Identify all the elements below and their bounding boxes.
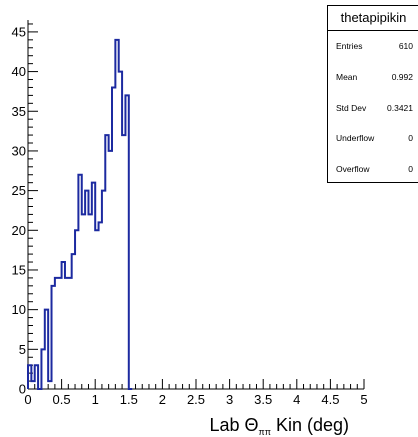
x-axis-title: Lab Θππ Kin (deg) bbox=[209, 415, 349, 437]
y-tick-label: 30 bbox=[12, 143, 26, 158]
stats-row-std-dev: Std Dev 0.3421 bbox=[328, 93, 418, 124]
x-tick-label: 3 bbox=[226, 392, 233, 407]
stats-label: Std Dev bbox=[336, 102, 367, 113]
y-tick-label: 25 bbox=[12, 183, 26, 198]
y-tick-label: 5 bbox=[19, 342, 26, 357]
x-tick-label: 0.5 bbox=[53, 392, 71, 407]
stats-label: Mean bbox=[336, 71, 358, 82]
x-tick-label: 2 bbox=[159, 392, 166, 407]
stats-title: thetapipikin bbox=[328, 6, 418, 31]
tick-labels: 0 0.5 1 1.5 2 2.5 3 3.5 4 4.5 5 0 5 10 15 20 25 30 35 40 45 bbox=[12, 24, 368, 407]
y-tick-label: 35 bbox=[12, 104, 26, 119]
x-tick-label: 1.5 bbox=[120, 392, 138, 407]
x-tick-label: 2.5 bbox=[187, 392, 205, 407]
stats-label: Overflow bbox=[336, 164, 370, 175]
axis-ticks bbox=[27, 23, 365, 390]
stats-row-mean: Mean 0.992 bbox=[328, 62, 418, 93]
stats-box: thetapipikin Entries 610 Mean 0.992 Std … bbox=[327, 5, 418, 183]
y-tick-label: 10 bbox=[12, 302, 26, 317]
x-tick-label: 5 bbox=[360, 392, 367, 407]
stats-value: 610 bbox=[398, 41, 413, 51]
stats-value: 0.3421 bbox=[387, 102, 413, 113]
y-tick-label: 15 bbox=[12, 262, 26, 277]
y-tick-label: 40 bbox=[12, 64, 26, 79]
stats-row-overflow: Overflow 0 bbox=[328, 154, 418, 185]
histogram-series-line bbox=[27, 38, 133, 390]
stats-row-entries: Entries 610 bbox=[328, 31, 418, 62]
x-tick-label: 4.5 bbox=[321, 392, 339, 407]
stats-row-underflow: Underflow 0 bbox=[328, 123, 418, 154]
y-tick-label: 45 bbox=[12, 24, 26, 39]
x-tick-label: 1 bbox=[92, 392, 99, 407]
stats-value: 0 bbox=[408, 133, 413, 144]
y-tick-label: 20 bbox=[12, 223, 26, 238]
x-tick-label: 4 bbox=[293, 392, 300, 407]
y-tick-label: 0 bbox=[19, 382, 26, 397]
stats-value: 0 bbox=[408, 164, 413, 175]
x-tick-label: 3.5 bbox=[254, 392, 272, 407]
stats-value: 0.992 bbox=[391, 71, 413, 82]
x-tick-label: 0 bbox=[24, 392, 31, 407]
stats-label: Entries bbox=[336, 41, 363, 51]
stats-label: Underflow bbox=[336, 133, 375, 144]
